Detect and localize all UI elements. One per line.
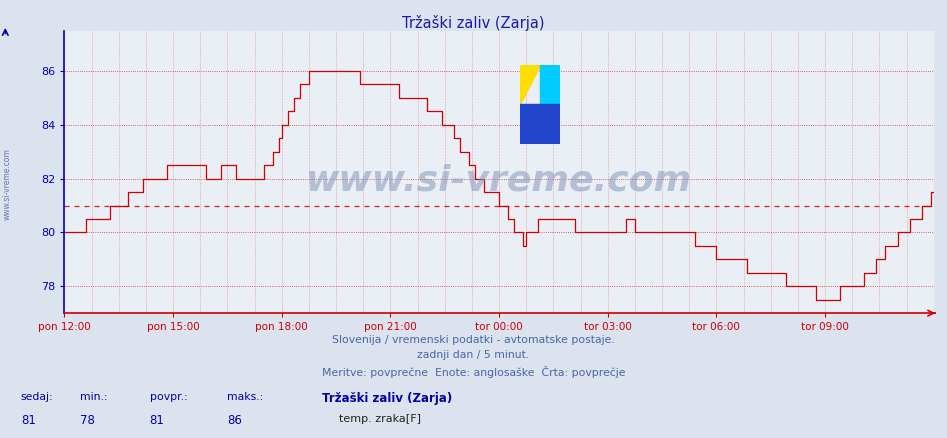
- Text: povpr.:: povpr.:: [150, 392, 188, 402]
- Text: temp. zraka[F]: temp. zraka[F]: [339, 414, 421, 424]
- Text: 81: 81: [21, 414, 36, 427]
- Text: www.si-vreme.com: www.si-vreme.com: [306, 163, 692, 198]
- Polygon shape: [540, 64, 560, 104]
- Text: Tržaški zaliv (Zarja): Tržaški zaliv (Zarja): [322, 392, 453, 405]
- Text: 86: 86: [227, 414, 242, 427]
- Text: min.:: min.:: [80, 392, 108, 402]
- Text: zadnji dan / 5 minut.: zadnji dan / 5 minut.: [418, 350, 529, 360]
- Text: Meritve: povprečne  Enote: anglosaške  Črta: povprečje: Meritve: povprečne Enote: anglosaške Črt…: [322, 366, 625, 378]
- Text: Tržaški zaliv (Zarja): Tržaški zaliv (Zarja): [402, 15, 545, 32]
- Text: maks.:: maks.:: [227, 392, 263, 402]
- Polygon shape: [520, 64, 540, 104]
- Text: sedaj:: sedaj:: [21, 392, 53, 402]
- Text: www.si-vreme.com: www.si-vreme.com: [3, 148, 12, 220]
- Text: 81: 81: [150, 414, 165, 427]
- Polygon shape: [520, 104, 560, 144]
- Text: 78: 78: [80, 414, 96, 427]
- Text: Slovenija / vremenski podatki - avtomatske postaje.: Slovenija / vremenski podatki - avtomats…: [332, 335, 615, 345]
